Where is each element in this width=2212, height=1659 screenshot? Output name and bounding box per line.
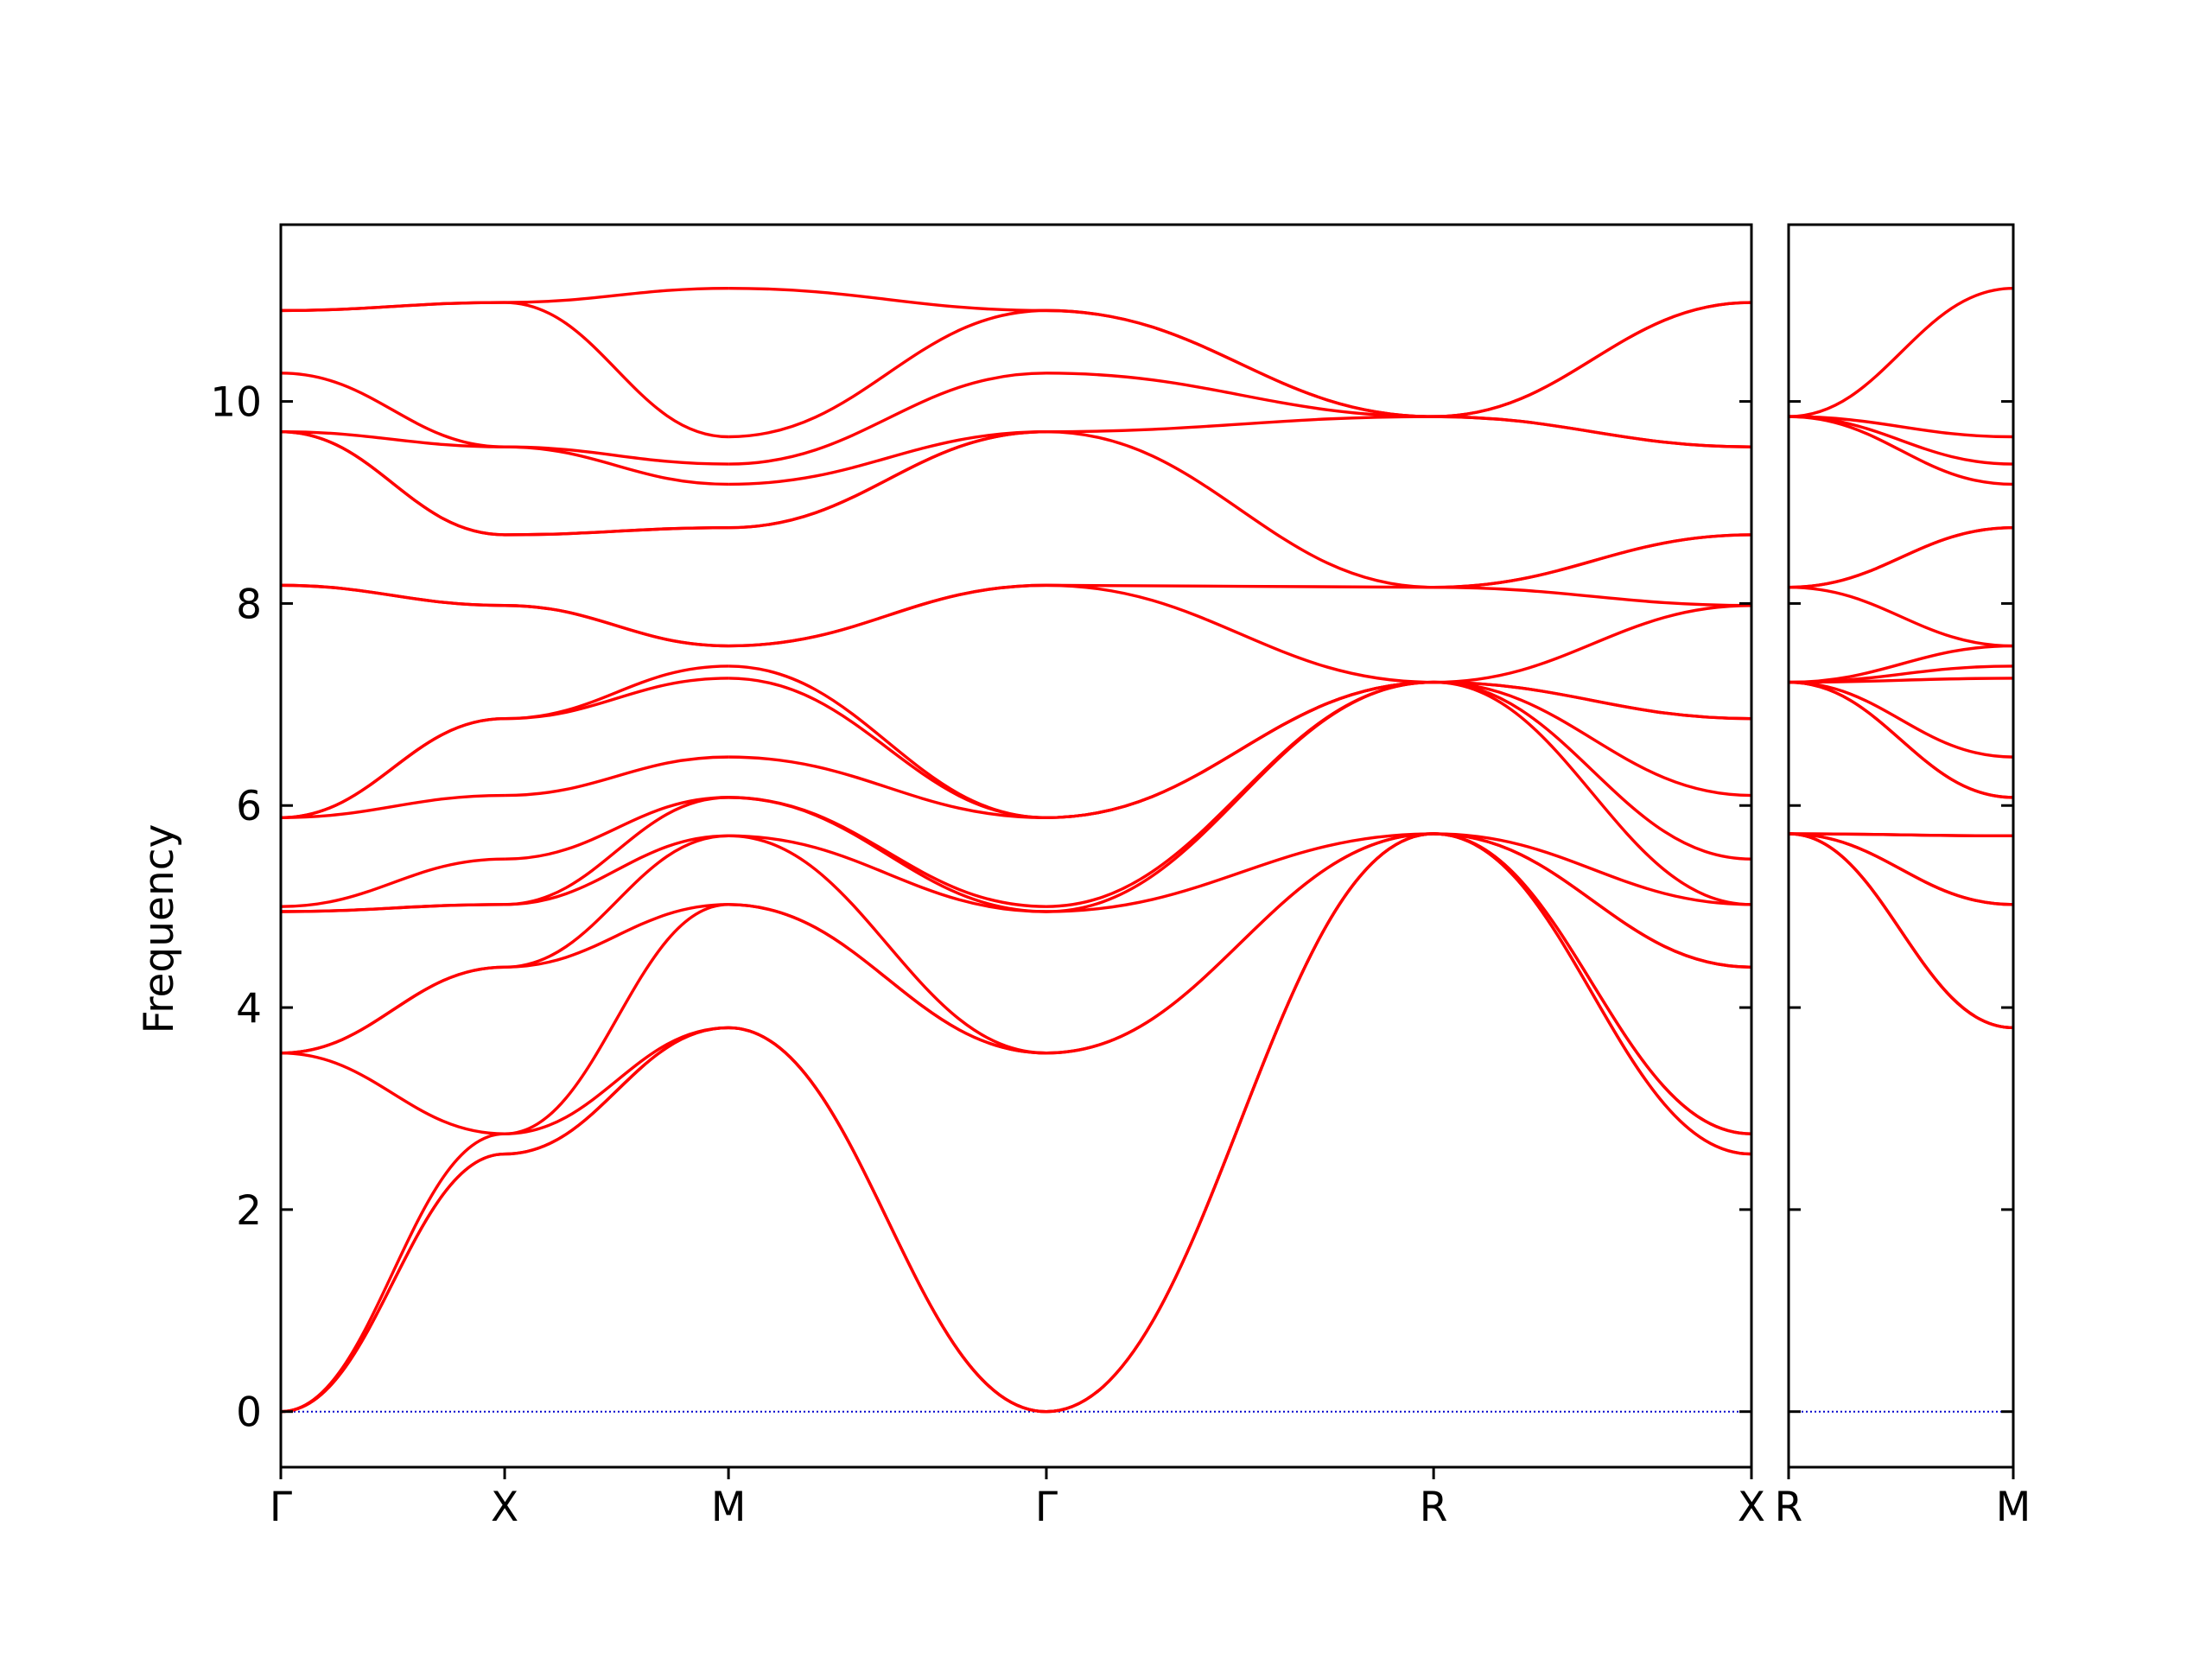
band-line	[1789, 526, 2013, 589]
band-line	[1433, 680, 1751, 721]
y-axis-title: Frequency	[136, 824, 183, 1034]
band-line	[728, 834, 1046, 913]
band-line	[281, 583, 505, 607]
band-line	[1046, 832, 1434, 1414]
x-tick-label: X	[491, 1484, 518, 1531]
band-line	[505, 301, 729, 439]
band-line	[1433, 680, 1751, 861]
band-line	[281, 857, 505, 908]
band-line	[505, 903, 729, 1135]
y-tick-label: 10	[210, 379, 262, 427]
x-tick-label: R	[1775, 1484, 1803, 1531]
band-lines	[1789, 286, 2013, 1030]
panel-frame	[279, 223, 1753, 1469]
panel-1: 0 2 4 6 8 10 Γ X M Γ R X	[210, 223, 1765, 1531]
band-line	[281, 372, 505, 448]
band-line	[1046, 308, 1434, 418]
band-line	[728, 903, 1046, 1055]
band-line	[728, 308, 1046, 439]
band-lines	[281, 286, 1751, 1414]
band-line	[1433, 832, 1751, 906]
band-line	[728, 1026, 1046, 1414]
panel-frame	[1787, 223, 2015, 1469]
band-line	[281, 429, 505, 448]
band-line	[1046, 832, 1434, 1055]
band-line	[505, 834, 729, 969]
band-line	[1433, 301, 1751, 418]
band-line	[728, 755, 1046, 819]
band-line	[505, 604, 729, 648]
x-tick-label: X	[1738, 1484, 1765, 1531]
band-line	[505, 445, 729, 466]
band-line	[1433, 604, 1751, 684]
band-line	[1433, 832, 1751, 969]
band-line	[1789, 680, 2013, 799]
band-line	[728, 429, 1046, 530]
y-tick-label: 4	[236, 985, 262, 1033]
band-line	[1046, 429, 1434, 589]
band-line	[505, 1026, 729, 1135]
band-line	[281, 716, 505, 819]
band-line	[281, 965, 505, 1055]
band-line	[1789, 832, 2013, 906]
band-line	[1789, 644, 2013, 684]
band-line	[1046, 583, 1434, 589]
x-tick-label: M	[1996, 1484, 2031, 1531]
y-tick-label: 0	[236, 1389, 262, 1437]
band-line	[505, 526, 729, 537]
band-line	[1046, 680, 1434, 908]
band-line	[1046, 680, 1434, 819]
band-line	[1789, 415, 2013, 439]
band-line	[1789, 832, 2013, 838]
band-line	[728, 664, 1046, 819]
band-line	[1789, 832, 2013, 1030]
band-line	[728, 583, 1046, 648]
band-line	[505, 834, 729, 906]
band-line	[1433, 586, 1751, 607]
band-line	[505, 664, 729, 721]
band-line	[281, 903, 505, 913]
x-tick-label: M	[711, 1484, 747, 1531]
y-tick-label: 6	[236, 783, 262, 830]
band-line	[1046, 372, 1434, 418]
band-line	[1433, 832, 1751, 1135]
band-line	[505, 796, 729, 861]
band-line	[1433, 533, 1751, 589]
band-line	[1433, 415, 1751, 448]
band-line	[1789, 680, 2013, 759]
band-line	[281, 301, 505, 313]
x-tick-label: Γ	[1035, 1484, 1058, 1531]
band-line	[728, 429, 1046, 486]
band-line	[1046, 583, 1434, 684]
x-tick-label: R	[1420, 1484, 1448, 1531]
band-line	[1046, 832, 1434, 913]
band-line	[1433, 680, 1751, 798]
band-line	[1789, 586, 2013, 648]
y-tick-label: 8	[236, 581, 262, 628]
band-line	[728, 372, 1046, 466]
band-line	[505, 286, 729, 304]
band-line	[728, 796, 1046, 908]
band-line	[505, 903, 729, 969]
band-line	[728, 286, 1046, 313]
band-line	[1046, 415, 1434, 434]
band-line	[281, 1132, 505, 1414]
y-tick-label: 2	[236, 1187, 262, 1235]
band-line	[505, 755, 729, 798]
band-line	[281, 429, 505, 537]
band-line	[505, 796, 729, 906]
band-line	[281, 1051, 505, 1135]
band-line	[1789, 286, 2013, 418]
band-line	[281, 793, 505, 819]
band-line	[728, 834, 1046, 1055]
x-tick-label: Γ	[270, 1484, 292, 1531]
band-line	[1433, 680, 1751, 906]
